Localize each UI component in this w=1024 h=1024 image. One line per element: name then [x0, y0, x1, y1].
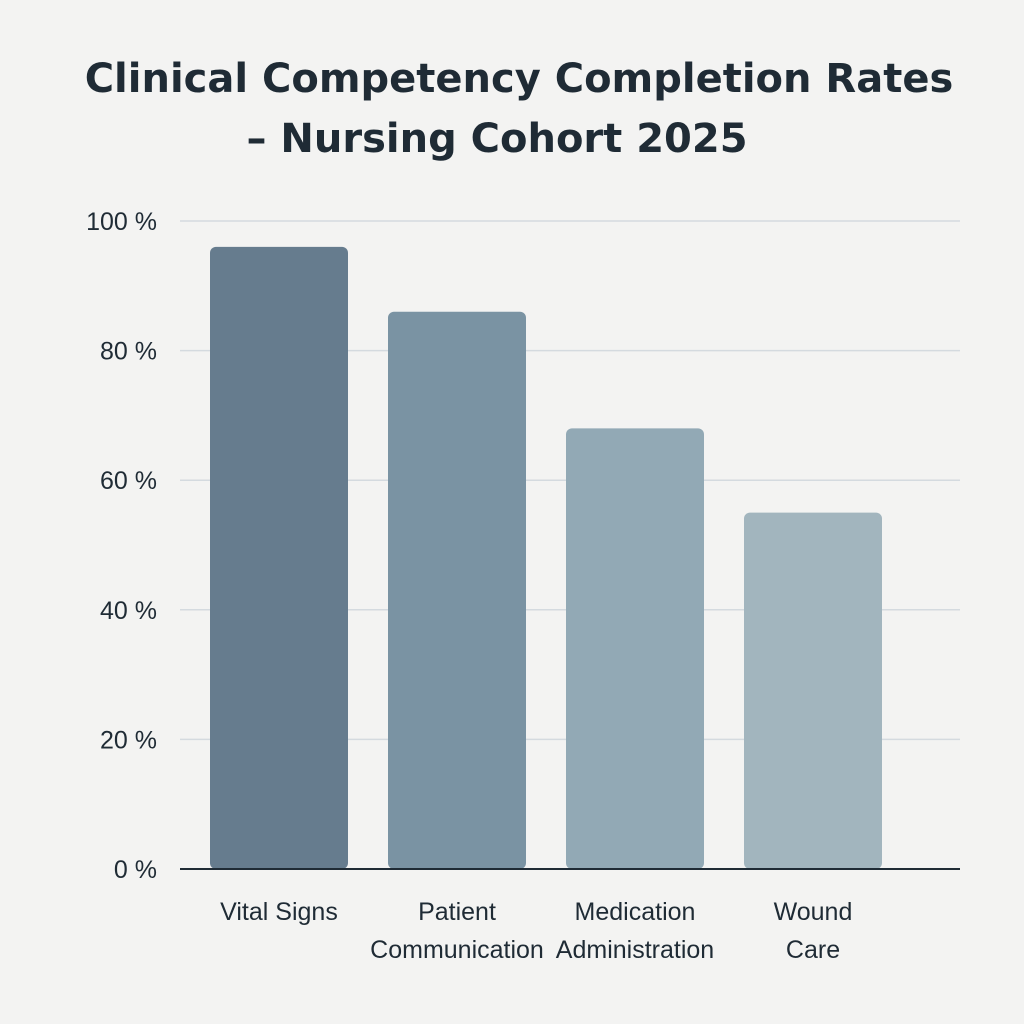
- x-category-label-line: Vital Signs: [220, 898, 338, 926]
- x-category-label-0: Vital Signs: [220, 898, 338, 926]
- y-tick-label-100: 100 %: [86, 208, 157, 236]
- bar-3: [744, 512, 882, 869]
- y-tick-label-40: 40 %: [100, 597, 157, 625]
- bar-2: [566, 428, 704, 869]
- bars: [210, 246, 882, 870]
- x-category-label-line: Medication: [575, 898, 696, 926]
- bar-1: [388, 311, 526, 870]
- x-category-label-line: Communication: [370, 936, 544, 964]
- x-category-label-2: Medication Administration: [556, 898, 714, 964]
- x-category-label-line: Care: [786, 936, 840, 964]
- x-category-label-line: Patient: [418, 898, 496, 926]
- x-category-label-3: Wound Care: [774, 898, 853, 964]
- chart-title-line-1: Clinical Competency Completion Rates: [85, 56, 954, 102]
- x-axis-category-labels: Vital Signs Patient Communication Medicatio…: [220, 898, 852, 964]
- y-tick-label-80: 80 %: [100, 338, 157, 366]
- y-tick-label-60: 60 %: [100, 467, 157, 495]
- chart-title-line-2: – Nursing Cohort 2025: [246, 116, 747, 162]
- x-category-label-1: Patient Communication: [370, 898, 544, 964]
- y-tick-label-0: 0 %: [114, 856, 157, 884]
- x-category-label-line: Administration: [556, 936, 714, 964]
- bar-0: [210, 246, 348, 870]
- x-category-label-line: Wound: [774, 898, 853, 926]
- y-axis-tick-labels: 0 % 20 % 40 % 60 % 80 % 100 %: [86, 208, 157, 884]
- y-tick-label-20: 20 %: [100, 726, 157, 754]
